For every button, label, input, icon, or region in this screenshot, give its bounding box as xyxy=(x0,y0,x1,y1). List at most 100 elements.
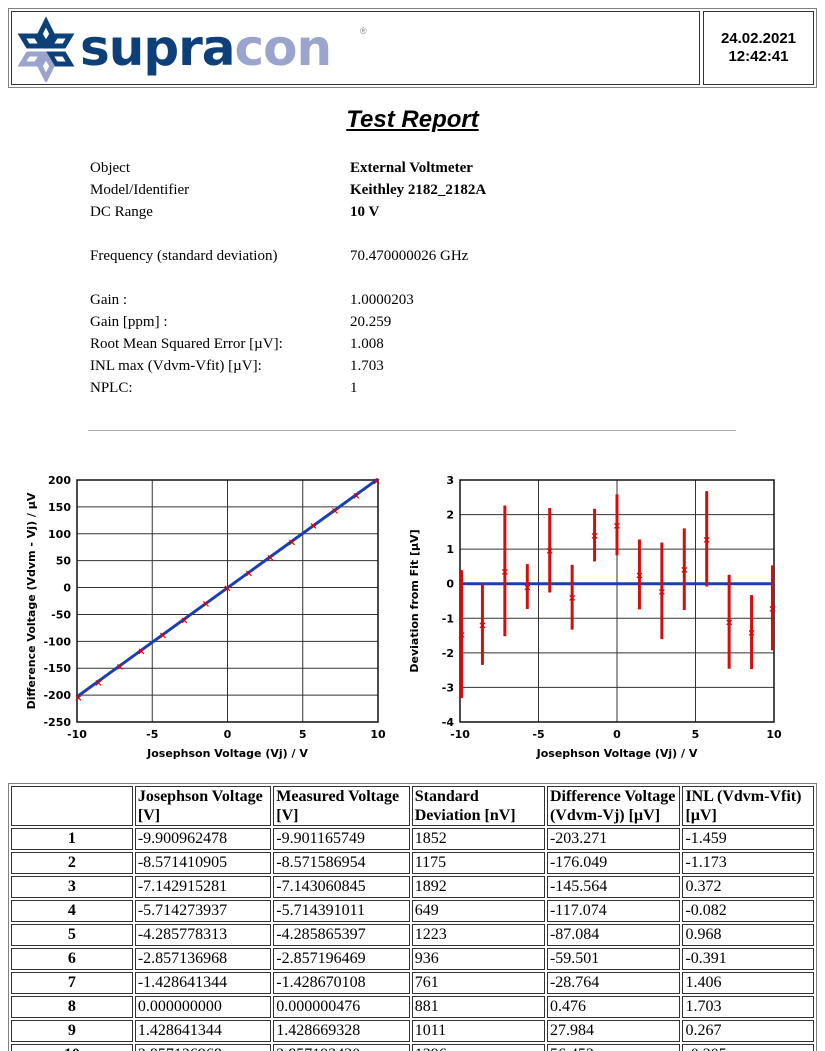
data-point-marker: × xyxy=(309,521,317,532)
plot-frame xyxy=(76,479,379,723)
table-cell: -2.857136968 xyxy=(134,948,272,970)
table-row: 9 1.428641344 1.428669328 1011 27.984 0.267 xyxy=(11,1020,814,1042)
column-header: Measured Voltage [V] xyxy=(273,786,410,826)
table-cell: -203.271 xyxy=(546,828,681,850)
x-tick-label: 5 xyxy=(299,728,307,741)
y-tick-label: 150 xyxy=(48,501,71,514)
data-point-marker: × xyxy=(372,477,380,488)
table-row: 2 -8.571410905 -8.571586954 1175 -176.049 -1.… xyxy=(11,852,814,874)
row-number: 1 xyxy=(11,828,133,850)
x-tick-label: -5 xyxy=(146,728,158,741)
measurement-table: Josephson Voltage [V] Measured Voltage [V… xyxy=(8,783,817,1051)
table-cell: -176.049 xyxy=(546,852,681,874)
column-header: Difference Voltage (Vdvm-Vj) [µV] xyxy=(546,786,681,826)
data-point-marker: × xyxy=(635,570,643,581)
report-date: 24.02.2021 xyxy=(720,30,797,47)
info-value: Keithley 2182_2182A xyxy=(350,182,487,198)
data-point-marker: × xyxy=(352,491,360,502)
table-cell: 1.428641344 xyxy=(134,1020,272,1042)
x-tick-label: -5 xyxy=(532,728,544,741)
row-number: 9 xyxy=(11,1020,133,1042)
info-value: 1 xyxy=(350,380,358,396)
table-cell: 1011 xyxy=(411,1020,545,1042)
table-cell: -0.205 xyxy=(682,1044,814,1051)
row-number: 10 xyxy=(11,1044,133,1051)
table-cell: 0.372 xyxy=(682,876,814,898)
info-label: Root Mean Squared Error [µV]: xyxy=(90,336,283,352)
y-tick-label: 3 xyxy=(446,474,454,487)
table-cell: -8.571410905 xyxy=(134,852,272,874)
page-title: Test Report xyxy=(346,106,479,133)
info-row: NPLC: 1 xyxy=(90,377,358,399)
table-cell: -1.173 xyxy=(682,852,814,874)
data-point-marker: × xyxy=(180,616,188,627)
table-cell: 1175 xyxy=(411,852,545,874)
logo-wordmark: supracon xyxy=(80,19,332,77)
table-cell: -117.074 xyxy=(546,900,681,922)
x-tick-label: 0 xyxy=(613,728,621,741)
table-cell: -7.143060845 xyxy=(273,876,410,898)
x-tick-label: 0 xyxy=(224,728,232,741)
row-number: 5 xyxy=(11,924,133,946)
table-cell: -8.571586954 xyxy=(273,852,410,874)
column-header xyxy=(11,786,133,826)
x-tick-label: -10 xyxy=(450,728,470,741)
table-cell: -5.714391011 xyxy=(273,900,410,922)
y-tick-label: 1 xyxy=(446,543,454,556)
data-point-marker: × xyxy=(680,565,688,576)
y-tick-label: -1 xyxy=(442,612,454,625)
data-point-marker: × xyxy=(613,521,621,532)
data-point-marker: × xyxy=(478,620,486,631)
info-label: INL max (Vdvm-Vfit) [µV]: xyxy=(90,358,262,374)
info-label: Gain [ppm] : xyxy=(90,314,168,330)
x-tick-label: 10 xyxy=(766,728,782,741)
plot-frame xyxy=(459,479,775,723)
table-row: 102.8571369682.857193420139656.452-0.205 xyxy=(11,1044,814,1051)
y-axis-label: Difference Voltage (Vdvm - Vj) / µV xyxy=(25,492,38,709)
table-cell: -1.459 xyxy=(682,828,814,850)
y-tick-label: -250 xyxy=(43,716,71,729)
table-cell: -0.391 xyxy=(682,948,814,970)
y-tick-label: -4 xyxy=(442,716,455,729)
data-point-marker: × xyxy=(523,583,531,594)
column-header: Josephson Voltage [V] xyxy=(134,786,272,826)
info-row xyxy=(90,267,283,289)
registered-mark: ® xyxy=(360,26,367,36)
info-row: Model/Identifier Keithley 2182_2182A xyxy=(90,179,486,201)
table-cell: -59.501 xyxy=(546,948,681,970)
timestamp: 24.02.2021 12:42:41 xyxy=(703,11,814,85)
report-time: 12:42:41 xyxy=(728,48,789,65)
data-point-marker: × xyxy=(159,630,167,641)
table-row: 4 -5.714273937 -5.714391011 649 -117.074 -0.0… xyxy=(11,900,814,922)
table-row: 7 -1.428641344 -1.428670108 761 -28.764 1.406 xyxy=(11,972,814,994)
table-row: 5 -4.285778313 -4.285865397 1223 -87.084 0.96… xyxy=(11,924,814,946)
fit-line xyxy=(76,477,379,698)
data-point-marker: × xyxy=(202,599,210,610)
row-number: 4 xyxy=(11,900,133,922)
data-point-marker: × xyxy=(658,587,666,598)
x-tick-label: -10 xyxy=(67,728,87,741)
row-number: 3 xyxy=(11,876,133,898)
difference-voltage-chart: -10 -5 0 5 10-250-200-150-100-50050100150200… xyxy=(25,474,386,760)
y-axis-label: Deviation from Fit [µV] xyxy=(408,529,421,672)
data-point-marker: × xyxy=(288,537,296,548)
info-label: Gain : xyxy=(90,292,128,308)
info-row: INL max (Vdvm-Vfit) [µV]: 1.703 xyxy=(90,355,384,377)
info-row: Frequency (standard deviation) 70.4700000… xyxy=(90,245,468,267)
report-header: supracon ® 24.02.2021 12:42:41 xyxy=(8,8,817,88)
y-tick-label: -100 xyxy=(43,635,71,648)
data-point-marker: × xyxy=(457,630,465,641)
table-row: 6 -2.857136968 -2.857196469 936 -59.501 -0.39… xyxy=(11,948,814,970)
table-cell: -2.857196469 xyxy=(273,948,410,970)
y-tick-label: -50 xyxy=(51,608,71,621)
table-cell: -9.900962478 xyxy=(134,828,272,850)
info-label: Model/Identifier xyxy=(90,182,190,198)
table-cell: -28.764 xyxy=(546,972,681,994)
row-number: 7 xyxy=(11,972,133,994)
data-point-marker: × xyxy=(546,546,554,557)
y-tick-label: -3 xyxy=(442,681,454,694)
table-cell: 27.984 xyxy=(546,1020,681,1042)
data-point-marker: × xyxy=(725,618,733,629)
info-value: 10 V xyxy=(350,204,380,220)
